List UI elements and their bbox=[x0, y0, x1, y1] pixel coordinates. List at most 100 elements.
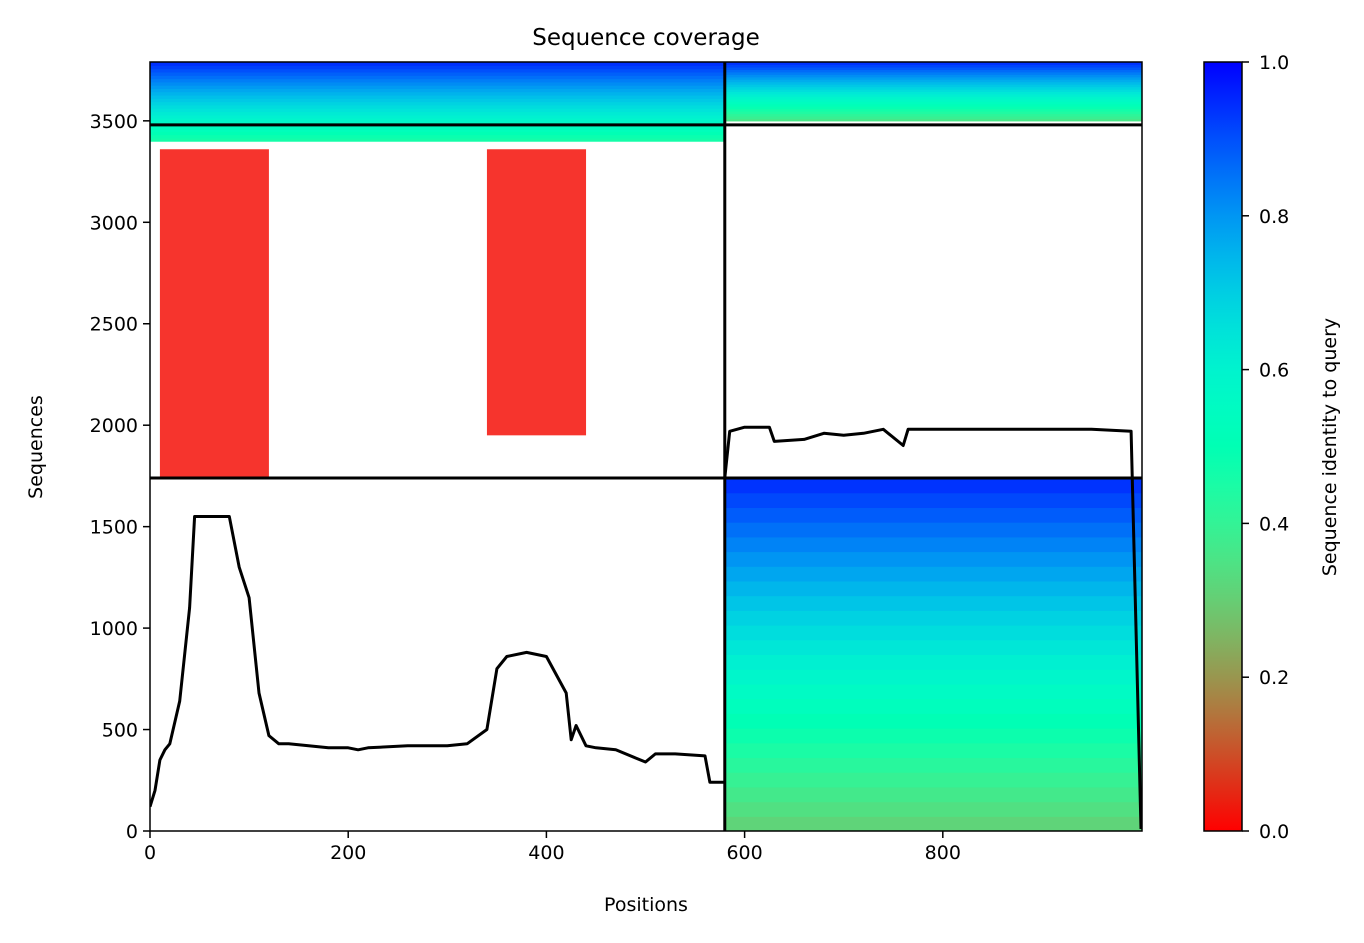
y-tick-label: 3500 bbox=[90, 111, 138, 133]
coverage-band bbox=[724, 639, 1142, 656]
coverage-band bbox=[724, 477, 1142, 494]
coverage-band bbox=[724, 757, 1142, 773]
coverage-band bbox=[150, 65, 725, 70]
coverage-band bbox=[150, 91, 725, 96]
coverage-band bbox=[724, 610, 1142, 626]
y-tick-label: 2500 bbox=[90, 314, 138, 336]
coverage-band bbox=[150, 134, 725, 139]
coverage-band bbox=[150, 118, 725, 122]
coverage-band bbox=[150, 85, 725, 89]
coverage-band bbox=[724, 64, 1142, 68]
coverage-band bbox=[150, 68, 725, 73]
coverage-band bbox=[724, 654, 1142, 670]
coverage-curve bbox=[723, 425, 1142, 830]
x-tick-label: 600 bbox=[726, 842, 762, 864]
coverage-band bbox=[724, 551, 1142, 567]
coverage-band bbox=[150, 114, 725, 119]
x-tick-label: 800 bbox=[925, 842, 961, 864]
coverage-band bbox=[724, 115, 1142, 119]
colorbar bbox=[1203, 61, 1243, 832]
coverage-band bbox=[724, 66, 1142, 70]
x-axis-label: Positions bbox=[604, 894, 688, 916]
coverage-band bbox=[724, 522, 1142, 538]
coverage-band bbox=[724, 595, 1142, 611]
coverage-band bbox=[724, 79, 1142, 83]
coverage-band bbox=[724, 742, 1142, 759]
coverage-band bbox=[724, 106, 1142, 110]
coverage-band bbox=[150, 62, 725, 66]
coverage-band bbox=[724, 62, 1142, 66]
coverage-band bbox=[150, 98, 725, 103]
colorbar-tick-label: 0.8 bbox=[1259, 206, 1289, 228]
coverage-band bbox=[724, 93, 1142, 97]
colorbar-tick-label: 0.2 bbox=[1259, 667, 1289, 689]
coverage-curve bbox=[150, 515, 725, 808]
coverage-block bbox=[486, 149, 587, 436]
coverage-band bbox=[150, 137, 725, 142]
coverage-band bbox=[150, 101, 725, 106]
coverage-band bbox=[724, 71, 1142, 75]
coverage-band bbox=[724, 69, 1142, 73]
colorbar-tick-label: 0.6 bbox=[1259, 360, 1289, 382]
coverage-band bbox=[150, 127, 725, 132]
coverage-band bbox=[150, 81, 725, 86]
coverage-band bbox=[724, 728, 1142, 744]
coverage-band bbox=[724, 96, 1142, 100]
coverage-block bbox=[159, 149, 269, 478]
colorbar-label: Sequence identity to query bbox=[1319, 318, 1341, 576]
coverage-band bbox=[724, 88, 1142, 93]
coverage-band bbox=[724, 101, 1142, 105]
coverage-band bbox=[724, 536, 1142, 553]
coverage-band bbox=[724, 74, 1142, 78]
coverage-band bbox=[150, 108, 725, 113]
coverage-band bbox=[150, 71, 725, 76]
coverage-band bbox=[724, 98, 1142, 102]
coverage-band bbox=[724, 786, 1142, 803]
coverage-band bbox=[150, 94, 725, 99]
x-tick-label: 200 bbox=[330, 842, 366, 864]
coverage-band bbox=[724, 772, 1142, 788]
coverage-band bbox=[724, 111, 1142, 115]
coverage-band bbox=[724, 84, 1142, 88]
coverage-band bbox=[150, 111, 725, 116]
y-tick-label: 3000 bbox=[90, 212, 138, 234]
chart-title: Sequence coverage bbox=[532, 25, 760, 51]
coverage-band bbox=[150, 121, 725, 126]
coverage-band bbox=[724, 113, 1142, 117]
coverage-band bbox=[724, 683, 1142, 700]
coverage-band bbox=[724, 103, 1142, 107]
coverage-band bbox=[724, 76, 1142, 80]
coverage-band bbox=[150, 75, 725, 80]
coverage-band bbox=[150, 104, 725, 109]
coverage-band bbox=[724, 81, 1142, 85]
colorbar-tick-label: 0.0 bbox=[1259, 821, 1289, 843]
coverage-band bbox=[724, 713, 1142, 729]
colorbar-tick-label: 1.0 bbox=[1259, 52, 1289, 74]
plot-frame bbox=[149, 61, 1143, 832]
coverage-band bbox=[724, 86, 1142, 90]
y-tick-label: 500 bbox=[102, 720, 138, 742]
x-tick-label: 400 bbox=[528, 842, 564, 864]
coverage-band bbox=[724, 698, 1142, 714]
coverage-band bbox=[150, 78, 725, 83]
y-axis-label: Sequences bbox=[25, 395, 47, 499]
coverage-band bbox=[724, 816, 1142, 831]
coverage-band bbox=[724, 580, 1142, 597]
coverage-band bbox=[150, 131, 725, 136]
coverage-band bbox=[724, 492, 1142, 508]
coverage-band bbox=[724, 108, 1142, 112]
y-tick-label: 1000 bbox=[90, 618, 138, 640]
coverage-band bbox=[724, 118, 1142, 122]
y-tick-label: 1500 bbox=[90, 517, 138, 539]
y-tick-label: 2000 bbox=[90, 415, 138, 437]
coverage-band bbox=[724, 91, 1142, 95]
coverage-band bbox=[724, 801, 1142, 817]
y-tick-label: 0 bbox=[126, 821, 138, 843]
coverage-band bbox=[724, 507, 1142, 523]
colorbar-tick-label: 0.4 bbox=[1259, 513, 1289, 535]
coverage-band bbox=[724, 625, 1142, 641]
coverage-band bbox=[724, 669, 1142, 685]
coverage-band bbox=[150, 124, 725, 129]
